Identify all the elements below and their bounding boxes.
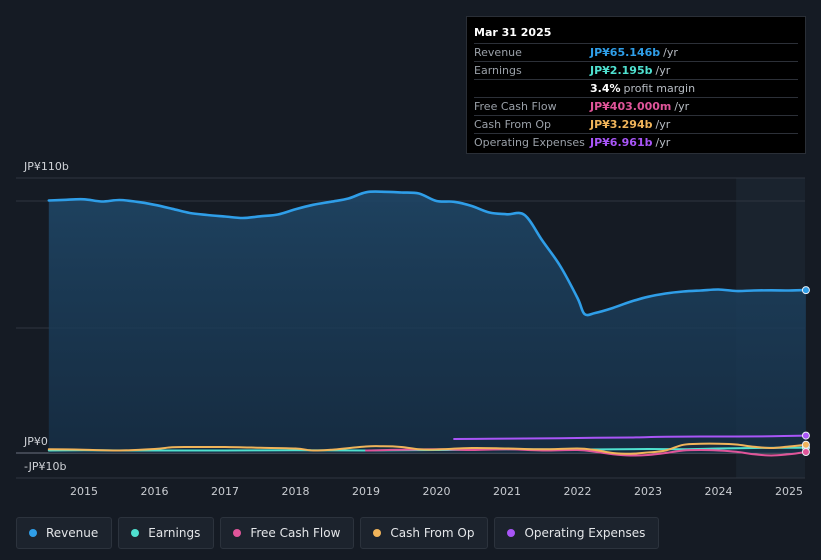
x-axis-labels: 2015 2016 2017 2018 2019 2020 2021 2022 2023 2024… — [70, 485, 803, 498]
tooltip-date: Mar 31 2025 — [474, 23, 798, 44]
tooltip-row-value: JP¥403.000m — [590, 100, 672, 113]
x-tick-label: 2020 — [423, 485, 451, 498]
cash-from-op-endpoint — [801, 440, 810, 449]
x-tick-label: 2024 — [705, 485, 733, 498]
free-cash-flow-endpoint — [801, 447, 810, 456]
series-fills — [48, 191, 806, 453]
x-tick-label: 2015 — [70, 485, 98, 498]
legend-dot-icon — [373, 529, 382, 537]
tooltip-row-value: JP¥6.961b — [590, 136, 653, 149]
legend-item-free-cash-flow[interactable]: Free Cash Flow — [220, 517, 355, 549]
tooltip-row-value: 3.4% — [590, 82, 621, 95]
tooltip-row: Free Cash Flow JP¥403.000m/yr — [474, 98, 798, 116]
x-tick-label: 2019 — [352, 485, 380, 498]
tooltip-row-unit: /yr — [663, 46, 678, 59]
tooltip: Mar 31 2025 Revenue JP¥65.146b/yr Earnings… — [466, 16, 806, 154]
legend-dot-icon — [507, 529, 516, 537]
y-axis-labels: JP¥110b JP¥0 -JP¥10b — [23, 160, 69, 473]
y-tick-label: -JP¥10b — [24, 460, 66, 473]
cash-from-op-line — [47, 442, 807, 455]
x-tick-label: 2017 — [211, 485, 239, 498]
legend-label: Cash From Op — [390, 526, 475, 540]
tooltip-row-label: Free Cash Flow — [474, 100, 557, 113]
revenue-endpoint — [801, 286, 810, 295]
series-lines — [47, 190, 808, 457]
legend-label: Free Cash Flow — [250, 526, 341, 540]
legend-item-operating-expenses[interactable]: Operating Expenses — [494, 517, 660, 549]
legend-dot-icon — [233, 529, 242, 537]
tooltip-row: 3.4% profit margin — [474, 80, 798, 98]
operating-expenses-endpoint — [801, 431, 810, 440]
tooltip-row: Earnings JP¥2.195b/yr — [474, 62, 798, 80]
series-endpoints — [801, 286, 810, 456]
revenue-area — [48, 191, 806, 453]
tooltip-row-unit: profit margin — [623, 82, 696, 95]
tooltip-row: Cash From Op JP¥3.294b/yr — [474, 116, 798, 134]
tooltip-row-value: JP¥3.294b — [590, 118, 653, 131]
x-tick-label: 2023 — [634, 485, 662, 498]
legend-label: Revenue — [46, 526, 99, 540]
legend-dot-icon — [131, 529, 140, 537]
tooltip-row-unit: /yr — [655, 64, 671, 77]
x-tick-label: 2016 — [141, 485, 169, 498]
tooltip-row-unit: /yr — [655, 118, 671, 131]
legend-item-cash-from-op[interactable]: Cash From Op — [360, 517, 489, 549]
tooltip-row: Operating Expenses JP¥6.961b/yr — [474, 134, 798, 151]
legend-dot-icon — [29, 529, 37, 537]
x-tick-label: 2021 — [493, 485, 521, 498]
legend-item-earnings[interactable]: Earnings — [118, 517, 215, 549]
y-tick-label: JP¥0 — [23, 435, 48, 448]
x-tick-label: 2018 — [282, 485, 310, 498]
tooltip-row-label: Revenue — [474, 46, 522, 59]
legend: Revenue Earnings Free Cash Flow Cash From O… — [16, 517, 660, 549]
operating-expenses-line — [453, 434, 807, 440]
legend-item-revenue[interactable]: Revenue — [16, 517, 113, 549]
tooltip-row-unit: /yr — [674, 100, 690, 113]
tooltip-row-label: Earnings — [474, 64, 522, 77]
x-tick-label: 2025 — [775, 485, 803, 498]
tooltip-row-label: Cash From Op — [474, 118, 552, 131]
tooltip-row-value: JP¥65.146b — [590, 46, 661, 59]
revenue-line — [47, 190, 808, 317]
tooltip-row-label — [474, 80, 590, 97]
tooltip-row-value: JP¥2.195b — [590, 64, 653, 77]
tooltip-row-label: Operating Expenses — [474, 136, 585, 149]
x-tick-label: 2022 — [564, 485, 592, 498]
tooltip-row-unit: /yr — [655, 136, 671, 149]
y-tick-label: JP¥110b — [23, 160, 69, 173]
legend-label: Operating Expenses — [524, 526, 646, 540]
tooltip-row: Revenue JP¥65.146b/yr — [474, 44, 798, 62]
legend-label: Earnings — [148, 526, 201, 540]
